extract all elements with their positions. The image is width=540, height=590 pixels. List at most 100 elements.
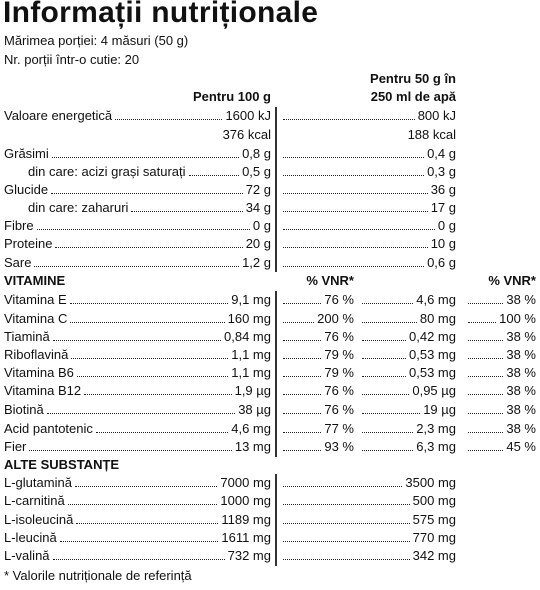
other-substance-row: L-isoleucină 1189 mg 575 mg xyxy=(0,511,540,529)
vitamin-vnr-50g: 38 % xyxy=(506,402,536,417)
vitamin-row: Vitamina B12 1,9 µg 76 % 0,95 µg 38 % xyxy=(0,382,540,400)
dot-leader xyxy=(283,504,410,505)
column-separator xyxy=(275,145,277,272)
dot-leader xyxy=(362,303,414,304)
value-per-100g: 0,5 g xyxy=(242,164,271,179)
vnr-header-100g: % VNR* xyxy=(306,273,354,288)
dot-leader xyxy=(76,376,229,377)
substance-per-50g: 770 mg xyxy=(412,530,456,545)
footnote: * Valorile nutriționale de referință xyxy=(4,568,192,583)
dot-leader xyxy=(283,266,425,267)
vitamin-per-50g: 80 mg xyxy=(419,311,456,326)
dot-leader xyxy=(84,394,232,395)
vnr-header-50g: % VNR* xyxy=(488,273,536,288)
vitamin-row: Vitamina E 9,1 mg 76 % 4,6 mg 38 % xyxy=(0,291,540,309)
dot-leader xyxy=(283,394,322,395)
vitamins-heading: VITAMINE xyxy=(4,273,66,288)
dot-leader xyxy=(362,322,417,323)
nutrient-row: Valoare energetică 1600 kJ 800 kJ xyxy=(0,107,540,125)
column-separator xyxy=(275,107,277,146)
nutrient-label: Sare xyxy=(4,255,32,270)
vitamin-per-50g: 4,6 mg xyxy=(416,292,456,307)
dot-leader xyxy=(468,322,497,323)
vitamin-per-100g: 13 mg xyxy=(234,439,271,454)
value-per-50g: 10 g xyxy=(430,236,456,251)
vitamin-vnr-100g: 93 % xyxy=(324,439,354,454)
substance-per-100g: 7000 mg xyxy=(220,475,271,490)
dot-leader xyxy=(283,376,322,377)
vitamin-label: Riboflavină xyxy=(4,347,69,362)
dot-leader xyxy=(115,119,223,120)
vitamin-vnr-100g: 200 % xyxy=(317,311,354,326)
dot-leader xyxy=(468,450,504,451)
dot-leader xyxy=(283,541,410,542)
dot-leader xyxy=(283,340,322,341)
dot-leader xyxy=(51,157,240,158)
dot-leader xyxy=(283,157,425,158)
vitamin-per-50g: 19 µg xyxy=(423,402,456,417)
vitamin-row: Tiamină 0,84 mg 76 % 0,42 mg 38 % xyxy=(0,328,540,346)
nutrient-row: din care: zaharuri 34 g 17 g xyxy=(0,199,540,217)
dot-leader xyxy=(46,413,236,414)
value-per-100g: 1,2 g xyxy=(242,255,271,270)
vitamin-vnr-100g: 76 % xyxy=(324,383,354,398)
substance-label: L-valină xyxy=(4,548,50,563)
dot-leader xyxy=(283,247,428,248)
nutrient-label: Grăsimi xyxy=(4,146,49,161)
vitamin-vnr-50g: 45 % xyxy=(506,439,536,454)
value-per-100g: 72 g xyxy=(245,182,271,197)
dot-leader xyxy=(283,322,315,323)
dot-leader xyxy=(70,322,225,323)
vitamin-per-50g: 2,3 mg xyxy=(416,421,456,436)
dot-leader xyxy=(67,504,218,505)
vitamin-vnr-100g: 76 % xyxy=(324,329,354,344)
dot-leader xyxy=(362,413,421,414)
value-per-50g: 0,6 g xyxy=(427,255,456,270)
vitamin-row: Fier 13 mg 93 % 6,3 mg 45 % xyxy=(0,438,540,456)
vitamin-vnr-50g: 100 % xyxy=(499,311,536,326)
dot-leader xyxy=(468,413,504,414)
vitamin-vnr-50g: 38 % xyxy=(506,365,536,380)
other-substances-heading: ALTE SUBSTANȚE xyxy=(4,457,120,472)
vitamin-label: Tiamină xyxy=(4,329,50,344)
value-per-100g: 376 kcal xyxy=(222,127,271,142)
vitamin-label: Acid pantotenic xyxy=(4,421,93,436)
vitamins-heading-row: VITAMINE % VNR* % VNR* xyxy=(0,272,540,290)
vitamin-label: Vitamina C xyxy=(4,311,68,326)
substance-per-50g: 342 mg xyxy=(412,548,456,563)
dot-leader xyxy=(29,450,232,451)
substance-label: L-glutamină xyxy=(4,475,72,490)
value-per-100g: 0,8 g xyxy=(242,146,271,161)
vitamin-per-100g: 1,1 mg xyxy=(231,365,271,380)
vitamin-per-100g: 9,1 mg xyxy=(231,292,271,307)
dot-leader xyxy=(283,413,322,414)
vitamin-vnr-100g: 76 % xyxy=(324,402,354,417)
dot-leader xyxy=(283,523,410,524)
nutrient-label: din care: zaharuri xyxy=(28,200,129,215)
dot-leader xyxy=(468,340,504,341)
vitamin-row: Vitamina C 160 mg 200 % 80 mg 100 % xyxy=(0,310,540,328)
vitamin-vnr-50g: 38 % xyxy=(506,292,536,307)
nutrient-row: 376 kcal 188 kcal xyxy=(0,126,540,144)
value-per-100g: 1600 kJ xyxy=(225,108,271,123)
dot-leader xyxy=(283,450,322,451)
dot-leader xyxy=(34,266,240,267)
dot-leader xyxy=(362,394,410,395)
servings-per-container: Nr. porții într-o cutie: 20 xyxy=(4,52,140,67)
vitamin-per-50g: 0,53 mg xyxy=(409,365,456,380)
vitamin-per-100g: 1,1 mg xyxy=(231,347,271,362)
serving-size: Mărimea porției: 4 măsuri (50 g) xyxy=(4,33,189,48)
value-per-100g: 20 g xyxy=(245,236,271,251)
dot-leader xyxy=(51,193,243,194)
dot-leader xyxy=(283,303,322,304)
nutrient-row: Fibre 0 g 0 g xyxy=(0,217,540,235)
dot-leader xyxy=(95,432,229,433)
value-per-50g: 36 g xyxy=(430,182,456,197)
vitamin-per-50g: 6,3 mg xyxy=(416,439,456,454)
substance-per-100g: 1000 mg xyxy=(220,493,271,508)
per50-header-line2: 250 ml de apă xyxy=(370,89,456,104)
nutrient-row: Sare 1,2 g 0,6 g xyxy=(0,254,540,272)
value-per-50g: 0,3 g xyxy=(427,164,456,179)
substance-per-50g: 575 mg xyxy=(412,512,456,527)
